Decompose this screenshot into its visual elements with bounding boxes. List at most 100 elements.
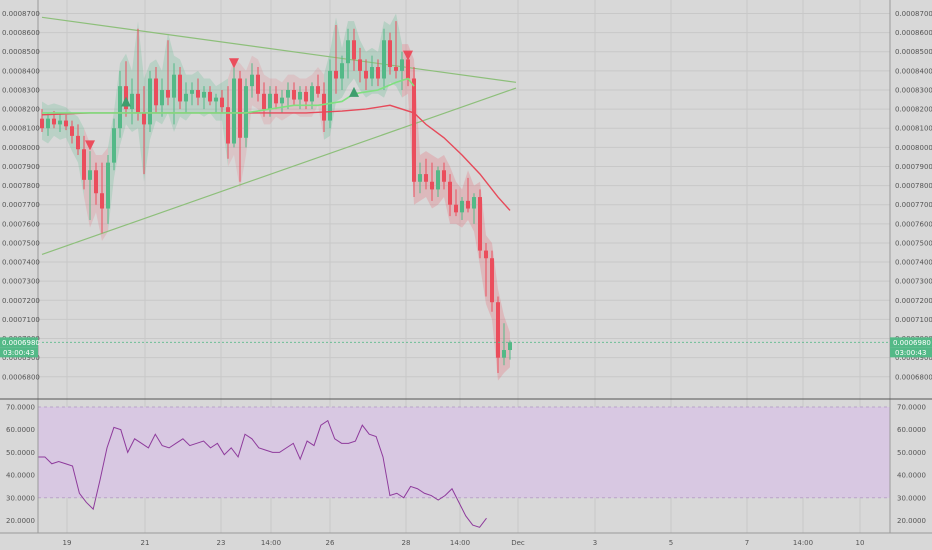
candle xyxy=(208,86,212,106)
trendlines xyxy=(41,16,517,255)
sell-signal-icon xyxy=(229,58,239,69)
candle xyxy=(478,189,482,259)
price-tick-label: 0.0007300 xyxy=(895,278,932,286)
candle xyxy=(178,67,182,110)
candle xyxy=(292,82,296,106)
candle-body xyxy=(340,63,344,79)
price-tick-label: 0.0008200 xyxy=(2,106,40,114)
bullish-band xyxy=(42,101,84,198)
price-tick-label: 0.0007800 xyxy=(895,182,932,190)
rsi-band xyxy=(38,407,890,498)
time-axis[interactable]: 19 21 23 14:00 26 28 14:00 Dec 3 5 7 14:00 10 xyxy=(63,539,865,547)
candle xyxy=(268,86,272,117)
candle-body xyxy=(130,93,134,110)
candle-body xyxy=(334,70,338,79)
price-tick-label: 0.0008300 xyxy=(895,86,932,94)
candle-body xyxy=(208,91,212,102)
candle-body xyxy=(448,181,452,205)
price-tick-label: 0.0008000 xyxy=(2,144,40,152)
candle-body xyxy=(178,74,182,102)
candle-body xyxy=(70,126,74,136)
candle-body xyxy=(202,91,206,98)
candle-body xyxy=(316,86,320,94)
candle-body xyxy=(274,93,278,104)
rsi-tick-label: 30.0000 xyxy=(897,494,926,502)
candle xyxy=(94,162,98,205)
rsi-tick-label: 40.0000 xyxy=(897,472,926,480)
price-tick-label: 0.0007300 xyxy=(2,278,40,286)
candle xyxy=(46,112,50,136)
time-tick-label: 10 xyxy=(856,539,865,547)
price-tick-label: 0.0007100 xyxy=(2,316,40,324)
price-tick-label: 0.0008200 xyxy=(895,106,932,114)
price-tick-label: 0.0007200 xyxy=(2,297,40,305)
candle-body xyxy=(238,78,242,138)
candle xyxy=(280,89,284,113)
candle-body xyxy=(358,59,362,71)
candle-body xyxy=(232,78,236,144)
candle xyxy=(76,124,80,155)
candle-body xyxy=(442,170,446,182)
candle xyxy=(334,24,338,94)
price-tick-label: 0.0008000 xyxy=(895,144,932,152)
price-tick-label: 0.0008700 xyxy=(2,10,40,18)
candle xyxy=(88,151,92,220)
time-tick-label: 14:00 xyxy=(793,539,813,547)
candle-body xyxy=(220,97,224,108)
price-tick-label: 0.0006900 xyxy=(895,354,932,362)
candle-body xyxy=(352,40,356,60)
candle-body xyxy=(160,89,164,106)
candle xyxy=(472,193,476,224)
trendline[interactable] xyxy=(41,16,517,83)
rsi-tick-label: 70.0000 xyxy=(6,404,35,412)
trendline[interactable] xyxy=(41,87,517,255)
price-tick-label: 0.0007500 xyxy=(895,239,932,247)
rsi-tick-label: 50.0000 xyxy=(6,449,35,457)
candle xyxy=(502,323,506,366)
moving-average-lines xyxy=(41,77,511,211)
price-tick-label: 0.0008400 xyxy=(2,67,40,75)
price-tick-label: 0.0008300 xyxy=(2,86,40,94)
rsi-tick-label: 60.0000 xyxy=(6,426,35,434)
candle-body xyxy=(424,174,428,182)
candle xyxy=(430,162,434,201)
candle-body xyxy=(502,350,506,358)
time-tick-label: 3 xyxy=(593,539,597,547)
time-tick-label: 21 xyxy=(141,539,150,547)
candle-body xyxy=(262,93,266,110)
candle-body xyxy=(64,120,68,127)
candle-body xyxy=(112,128,116,163)
candle xyxy=(262,82,266,117)
candle xyxy=(232,67,236,148)
candle-body xyxy=(400,59,404,71)
candle-body xyxy=(436,170,440,190)
signal-markers xyxy=(85,50,413,151)
candle xyxy=(136,28,140,121)
candle-body xyxy=(94,170,98,194)
candle xyxy=(166,40,170,106)
candle-body xyxy=(508,342,512,351)
rsi-tick-label: 20.0000 xyxy=(6,517,35,525)
candle xyxy=(448,174,452,217)
candle-body xyxy=(412,78,416,182)
candle-body xyxy=(376,67,380,79)
candle xyxy=(70,120,74,144)
candle-body xyxy=(184,93,188,102)
price-tick-label: 0.0007200 xyxy=(895,297,932,305)
price-tick-label: 0.0007600 xyxy=(895,220,932,228)
price-tick-label: 0.0007700 xyxy=(895,201,932,209)
candle-body xyxy=(406,59,410,79)
candle xyxy=(112,118,116,171)
candle xyxy=(64,114,68,131)
candle xyxy=(418,162,422,194)
candle xyxy=(106,154,110,224)
candle xyxy=(436,166,440,198)
candle-body xyxy=(244,86,248,138)
candle xyxy=(424,158,428,190)
candle xyxy=(322,82,326,133)
candle xyxy=(100,162,104,234)
rsi-tick-label: 70.0000 xyxy=(897,404,926,412)
candle xyxy=(490,250,494,312)
candle-body xyxy=(388,40,392,68)
rsi-axis-left: 70.0000 60.0000 50.0000 40.0000 30.0000 20.00… xyxy=(6,404,35,526)
